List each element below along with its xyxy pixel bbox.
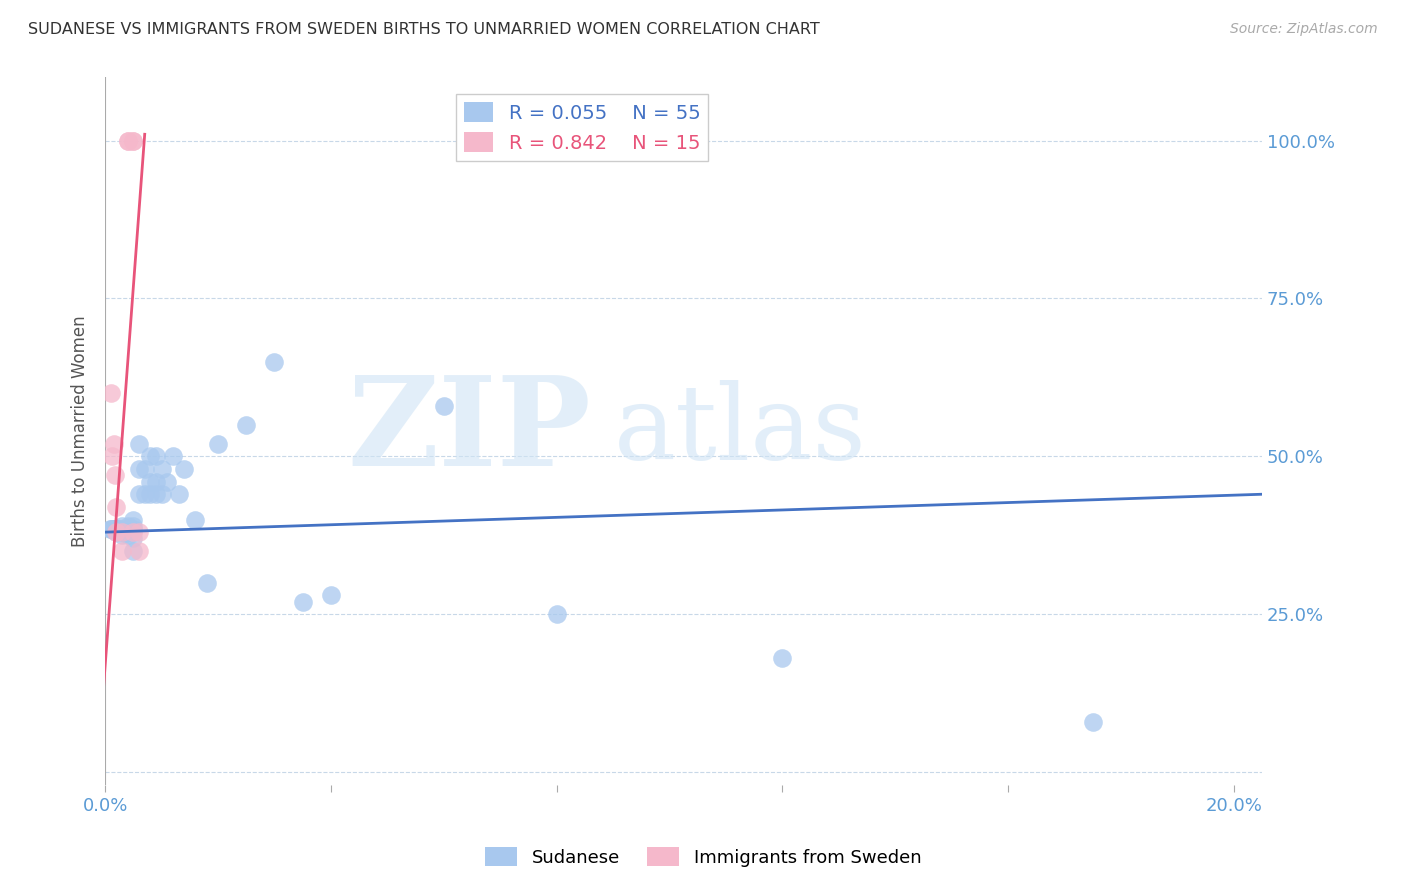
Point <box>167 487 190 501</box>
Point <box>184 512 207 526</box>
Point <box>105 525 128 540</box>
Point <box>107 522 129 536</box>
Point <box>112 525 135 540</box>
Point <box>101 522 124 536</box>
Y-axis label: Births to Unmarried Women: Births to Unmarried Women <box>72 315 89 547</box>
Point <box>122 544 145 558</box>
Point <box>122 512 145 526</box>
Legend: R = 0.055    N = 55, R = 0.842    N = 15: R = 0.055 N = 55, R = 0.842 N = 15 <box>456 95 709 161</box>
Point <box>103 436 125 450</box>
Text: atlas: atlas <box>614 380 868 482</box>
Point <box>104 522 127 536</box>
Point <box>108 522 131 536</box>
Point <box>195 575 218 590</box>
Point <box>128 462 150 476</box>
Point <box>117 134 139 148</box>
Point <box>150 462 173 476</box>
Point <box>319 588 342 602</box>
Point <box>770 651 793 665</box>
Point <box>156 475 179 489</box>
Point <box>139 450 162 464</box>
Point <box>105 525 128 540</box>
Text: Source: ZipAtlas.com: Source: ZipAtlas.com <box>1230 22 1378 37</box>
Point <box>235 417 257 432</box>
Point <box>546 607 568 622</box>
Point <box>207 436 229 450</box>
Point <box>122 525 145 540</box>
Point <box>122 522 145 536</box>
Point <box>150 487 173 501</box>
Point <box>105 500 128 514</box>
Legend: Sudanese, Immigrants from Sweden: Sudanese, Immigrants from Sweden <box>478 840 928 874</box>
Point <box>134 462 156 476</box>
Point <box>103 522 125 536</box>
Point <box>162 450 184 464</box>
Point <box>117 518 139 533</box>
Point <box>111 525 134 540</box>
Point <box>111 518 134 533</box>
Point <box>128 487 150 501</box>
Point <box>111 525 134 540</box>
Point <box>100 522 122 536</box>
Point <box>103 522 125 536</box>
Point <box>145 475 167 489</box>
Point <box>173 462 195 476</box>
Point <box>122 134 145 148</box>
Text: SUDANESE VS IMMIGRANTS FROM SWEDEN BIRTHS TO UNMARRIED WOMEN CORRELATION CHART: SUDANESE VS IMMIGRANTS FROM SWEDEN BIRTH… <box>28 22 820 37</box>
Point <box>111 522 134 536</box>
Point <box>122 518 145 533</box>
Point <box>128 436 150 450</box>
Point <box>100 386 122 401</box>
Point <box>111 544 134 558</box>
Point <box>291 594 314 608</box>
Point <box>117 522 139 536</box>
Point <box>98 522 121 536</box>
Point <box>111 528 134 542</box>
Point <box>128 544 150 558</box>
Point <box>117 528 139 542</box>
Point <box>105 522 128 536</box>
Point <box>433 399 456 413</box>
Point <box>117 525 139 540</box>
Point <box>122 532 145 546</box>
Point <box>1081 714 1104 729</box>
Point <box>117 134 139 148</box>
Point <box>134 487 156 501</box>
Point <box>104 468 127 483</box>
Point <box>122 525 145 540</box>
Point <box>263 354 285 368</box>
Point <box>145 450 167 464</box>
Point <box>101 522 124 536</box>
Point <box>128 525 150 540</box>
Point <box>139 487 162 501</box>
Point <box>101 450 124 464</box>
Point <box>122 134 145 148</box>
Point <box>139 475 162 489</box>
Point <box>145 487 167 501</box>
Point <box>114 525 136 540</box>
Text: ZIP: ZIP <box>347 370 591 491</box>
